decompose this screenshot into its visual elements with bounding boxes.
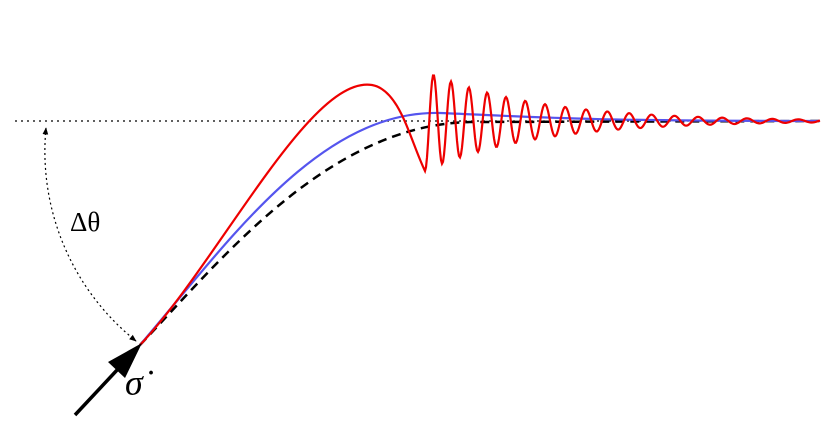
angle-arc: [42, 127, 137, 342]
rate-label: σ̇: [125, 362, 154, 402]
red-curve: [139, 74, 821, 346]
angle-label: Δθ: [70, 207, 100, 237]
rate-arrow-head: [108, 343, 142, 378]
dashed-curve: [139, 119, 821, 346]
rate-arrow-shaft: [73, 367, 120, 417]
blue-curve: [139, 111, 821, 346]
